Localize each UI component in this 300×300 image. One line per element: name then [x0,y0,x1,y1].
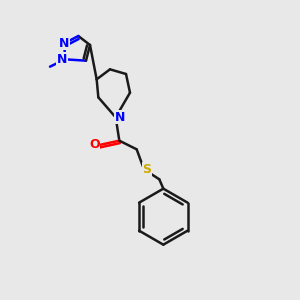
Text: N: N [59,37,70,50]
Text: N: N [115,111,125,124]
Text: O: O [89,139,100,152]
Text: N: N [57,53,67,66]
Text: S: S [142,163,152,176]
